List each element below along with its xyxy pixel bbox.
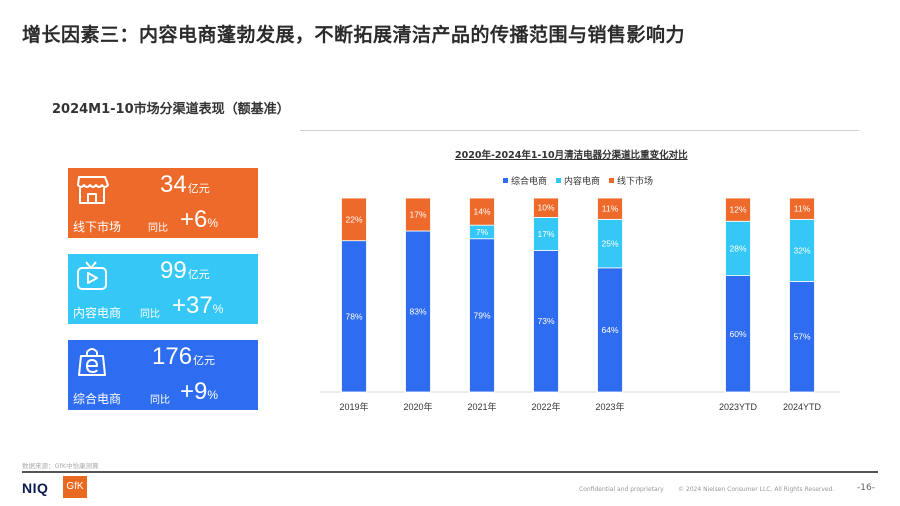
bar-segment	[533, 216, 559, 251]
gfk-logo: GfK	[63, 476, 87, 498]
store-icon	[77, 176, 109, 204]
kpi-value: 34亿元	[160, 171, 210, 198]
data-label: 17%	[409, 209, 426, 219]
kpi-card-offline: 线下市场 34亿元 同比 +6%	[68, 168, 258, 238]
data-label: 22%	[345, 214, 362, 224]
yoy-label: 同比	[148, 223, 168, 234]
bar-segment	[789, 281, 815, 393]
bar-segment	[341, 240, 367, 393]
confidential-note: Confidential and proprietary	[579, 486, 664, 493]
data-label: 14%	[473, 207, 490, 217]
legend-item: 内容电商	[556, 174, 600, 187]
x-tick-label: 2024YTD	[783, 402, 822, 412]
data-label: 79%	[473, 310, 490, 320]
kpi-name: 线下市场	[73, 220, 122, 234]
bar-segment	[789, 218, 815, 282]
legend-swatch	[556, 178, 562, 183]
x-tick-label: 2019年	[339, 401, 368, 412]
yoy-label: 同比	[150, 395, 170, 406]
bar-segment	[405, 197, 431, 232]
legend-swatch	[503, 178, 508, 183]
kpi-value: 99亿元	[160, 257, 210, 284]
kpi-name: 综合电商	[73, 392, 122, 406]
page-title: 增长因素三：内容电商蓬勃发展，不断拓展清洁产品的传播范围与销售影响力	[22, 24, 686, 46]
data-label: 17%	[537, 229, 554, 239]
data-label: 60%	[729, 329, 746, 339]
legend-swatch	[609, 178, 615, 183]
bar-segment	[533, 197, 559, 218]
bar-segment	[597, 197, 623, 220]
copyright: © 2024 Nielsen Consumer LLC. All Rights …	[678, 486, 835, 493]
x-tick-label: 2023YTD	[719, 402, 758, 412]
data-source: 数据来源：GfK中怡康测算	[22, 462, 99, 470]
bar-segment	[789, 197, 815, 220]
legend-item: 综合电商	[503, 174, 547, 187]
bar-segment	[341, 197, 367, 242]
tv-play-icon	[77, 261, 107, 290]
yoy-value: +6%	[180, 206, 219, 233]
data-label: 64%	[601, 325, 618, 335]
data-label: 73%	[537, 316, 554, 326]
yoy-label: 同比	[140, 309, 160, 320]
data-label: 7%	[476, 227, 489, 237]
bar-segment	[469, 238, 495, 393]
data-label: 11%	[602, 204, 619, 214]
data-label: 11%	[794, 204, 811, 214]
shopping-bag-e-icon	[78, 348, 106, 376]
x-tick-label: 2022年	[531, 401, 560, 412]
divider	[300, 130, 859, 131]
x-tick-label: 2023年	[595, 401, 624, 412]
section-subtitle: 2024M1-10市场分渠道表现（额基准）	[52, 102, 290, 117]
kpi-value: 176亿元	[152, 343, 216, 370]
x-tick-label: 2021年	[467, 401, 496, 412]
bar-segment	[725, 220, 751, 277]
data-label: 25%	[601, 239, 618, 249]
data-label: 57%	[793, 332, 810, 342]
bar-segment	[597, 218, 623, 269]
kpi-card-general-ecommerce: 综合电商 176亿元 同比 +9%	[68, 340, 258, 410]
bar-segment	[597, 267, 623, 393]
bar-segment	[469, 197, 495, 226]
legend-item: 线下市场	[609, 174, 653, 187]
data-label: 12%	[729, 205, 746, 215]
footer-divider	[22, 471, 878, 473]
bar-segment	[533, 249, 559, 393]
data-label: 32%	[793, 245, 810, 255]
yoy-value: +37%	[172, 292, 224, 319]
chart-legend: 综合电商 内容电商 线下市场	[503, 174, 653, 187]
data-label: 78%	[345, 311, 362, 321]
kpi-name: 内容电商	[73, 306, 122, 320]
yoy-value: +9%	[180, 378, 219, 405]
bar-segment	[725, 275, 751, 393]
page-number: -16-	[857, 483, 875, 493]
stacked-bar-chart: 78% 22% 2019年 83% 17% 2020年 79% 7% 14% 2021年 73% 17…	[320, 197, 840, 412]
chart-title: 2020年-2024年1-10月清洁电器分渠道比重变化对比	[455, 150, 688, 161]
data-label: 28%	[729, 243, 746, 253]
data-label: 10%	[537, 203, 554, 213]
data-label: 83%	[409, 306, 426, 316]
x-tick-label: 2020年	[403, 401, 432, 412]
niq-logo: NIQ	[22, 480, 49, 496]
bar-segment	[725, 197, 751, 222]
kpi-card-content-ecommerce: 内容电商 99亿元 同比 +37%	[68, 254, 258, 324]
